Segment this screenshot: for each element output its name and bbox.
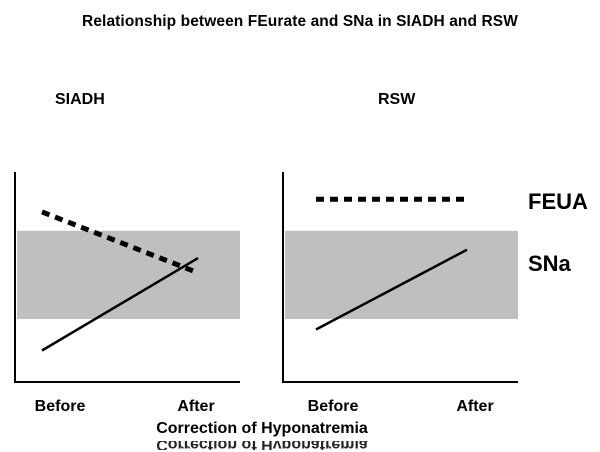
x-axis-label-reflection: Correction of Hyponatremia	[0, 441, 524, 450]
x-tick-label-siadh-after: After	[177, 398, 215, 415]
series-line-sna-siadh	[41, 257, 199, 352]
x-axis-label-reflection-text: Correction of Hyponatremia	[156, 441, 368, 450]
panel-title-rsw: RSW	[378, 91, 416, 108]
normal-band-siadh	[17, 230, 240, 319]
x-tick-label-siadh-before: Before	[34, 398, 86, 415]
normal-band-rsw	[285, 230, 518, 319]
chart-title: Relationship between FEurate and SNa in …	[82, 13, 518, 30]
x-tick-label-rsw-before: Before	[307, 398, 359, 415]
x-axis-label: Correction of Hyponatremia	[156, 420, 368, 437]
x-tick-label-rsw-after: After	[456, 398, 494, 415]
panel-title-siadh: SIADH	[55, 91, 105, 108]
legend-label-sna: SNa	[528, 251, 571, 276]
series-line-sna-rsw	[315, 248, 468, 331]
legend-label-feua: FEUA	[528, 189, 588, 214]
